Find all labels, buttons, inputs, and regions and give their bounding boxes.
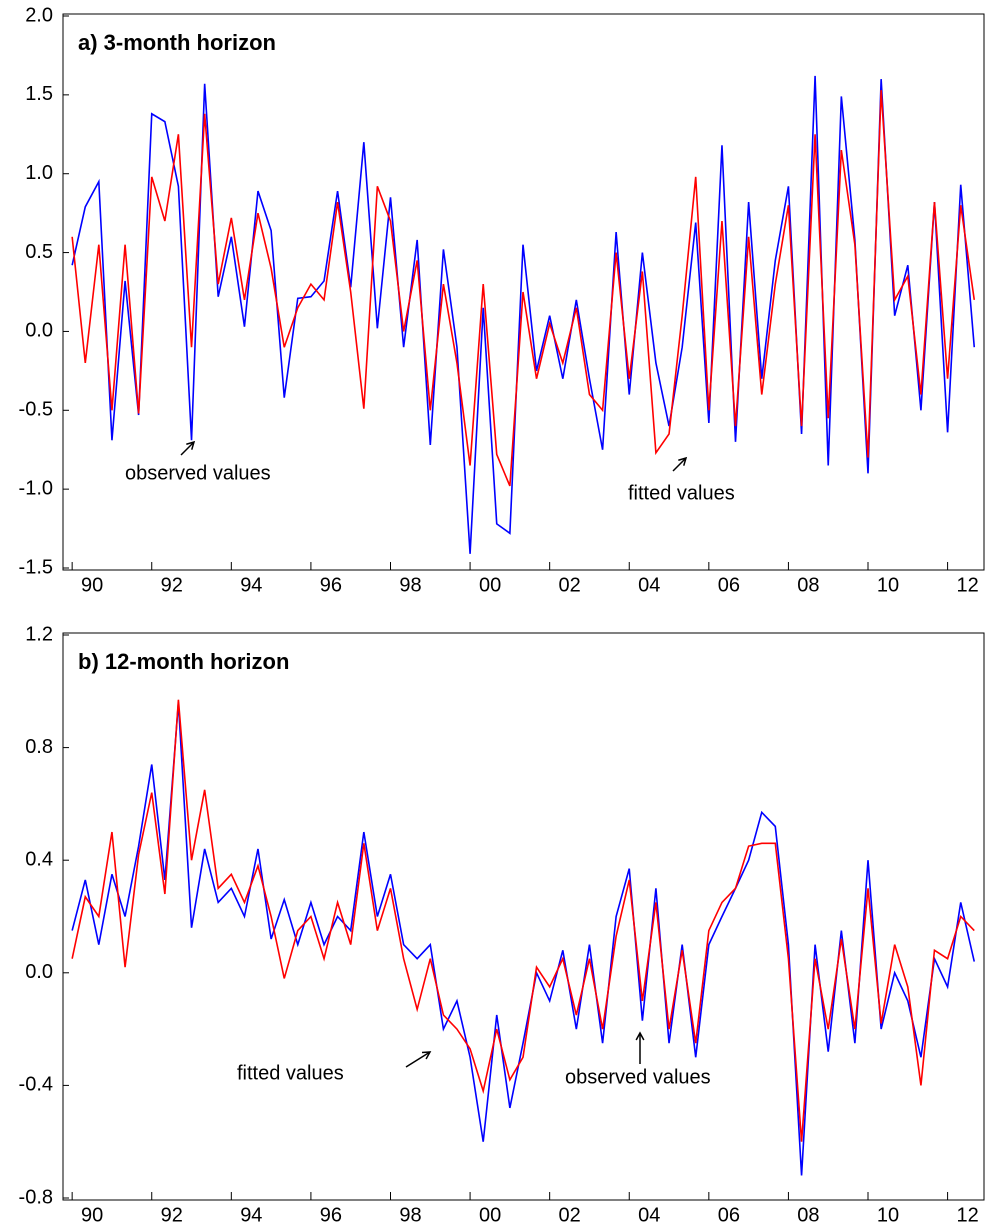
annotation: fitted values bbox=[237, 1062, 344, 1084]
x-tick-label: 00 bbox=[479, 574, 501, 596]
annotation-arrow bbox=[180, 441, 195, 456]
x-tick-label: 12 bbox=[956, 574, 978, 596]
x-tick-label: 08 bbox=[797, 1204, 819, 1226]
annotation: observed values bbox=[125, 462, 271, 484]
annotation-arrow bbox=[672, 457, 687, 472]
x-tick-label: 96 bbox=[320, 574, 342, 596]
annotation-arrowhead bbox=[635, 1031, 645, 1041]
x-tick-label: 92 bbox=[161, 1204, 183, 1226]
x-tick-label: 06 bbox=[718, 1204, 740, 1226]
y-tick-label: -0.4 bbox=[19, 1074, 53, 1096]
x-tick-label: 12 bbox=[956, 1204, 978, 1226]
x-tick-label: 90 bbox=[81, 574, 103, 596]
annotation: fitted values bbox=[628, 482, 735, 504]
y-tick-label: 0.0 bbox=[25, 320, 53, 342]
y-tick-label: 0.0 bbox=[25, 961, 53, 983]
x-tick-label: 00 bbox=[479, 1204, 501, 1226]
y-tick-label: 0.4 bbox=[25, 848, 53, 870]
annotation-arrowhead bbox=[186, 440, 196, 450]
y-tick-label: 2.0 bbox=[25, 4, 53, 26]
y-tick-label: 1.5 bbox=[25, 83, 53, 105]
annotation-arrow bbox=[405, 1051, 431, 1068]
x-tick-label: 10 bbox=[877, 1204, 899, 1226]
y-tick-label: 1.2 bbox=[25, 623, 53, 645]
y-tick-label: -0.5 bbox=[19, 399, 53, 421]
x-tick-label: 10 bbox=[877, 574, 899, 596]
annotation-arrowhead bbox=[421, 1051, 432, 1060]
x-tick-label: 96 bbox=[320, 1204, 342, 1226]
y-tick-label: 1.0 bbox=[25, 162, 53, 184]
x-tick-label: 92 bbox=[161, 574, 183, 596]
chart-title: a) 3-month horizon bbox=[78, 30, 276, 55]
x-tick-label: 04 bbox=[638, 574, 660, 596]
y-tick-label: 0.8 bbox=[25, 736, 53, 758]
x-tick-label: 94 bbox=[240, 574, 262, 596]
series-line bbox=[71, 702, 976, 1176]
chart-title: b) 12-month horizon bbox=[78, 649, 289, 674]
annotation: observed values bbox=[565, 1066, 711, 1088]
y-tick-label: -1.5 bbox=[19, 556, 53, 578]
x-tick-label: 98 bbox=[399, 574, 421, 596]
series-line bbox=[71, 90, 976, 487]
y-tick-label: -0.8 bbox=[19, 1186, 53, 1208]
x-tick-label: 04 bbox=[638, 1204, 660, 1226]
x-tick-label: 06 bbox=[718, 574, 740, 596]
plot-frame bbox=[62, 13, 985, 571]
x-tick-label: 90 bbox=[81, 1204, 103, 1226]
x-tick-label: 08 bbox=[797, 574, 819, 596]
x-tick-label: 02 bbox=[559, 1204, 581, 1226]
annotation-arrowhead bbox=[678, 456, 688, 466]
y-tick-label: 0.5 bbox=[25, 241, 53, 263]
x-tick-label: 98 bbox=[399, 1204, 421, 1226]
series-line bbox=[71, 699, 975, 1142]
plot-frame bbox=[62, 632, 985, 1201]
x-tick-label: 02 bbox=[559, 574, 581, 596]
x-tick-label: 94 bbox=[240, 1204, 262, 1226]
y-tick-label: -1.0 bbox=[19, 477, 53, 499]
